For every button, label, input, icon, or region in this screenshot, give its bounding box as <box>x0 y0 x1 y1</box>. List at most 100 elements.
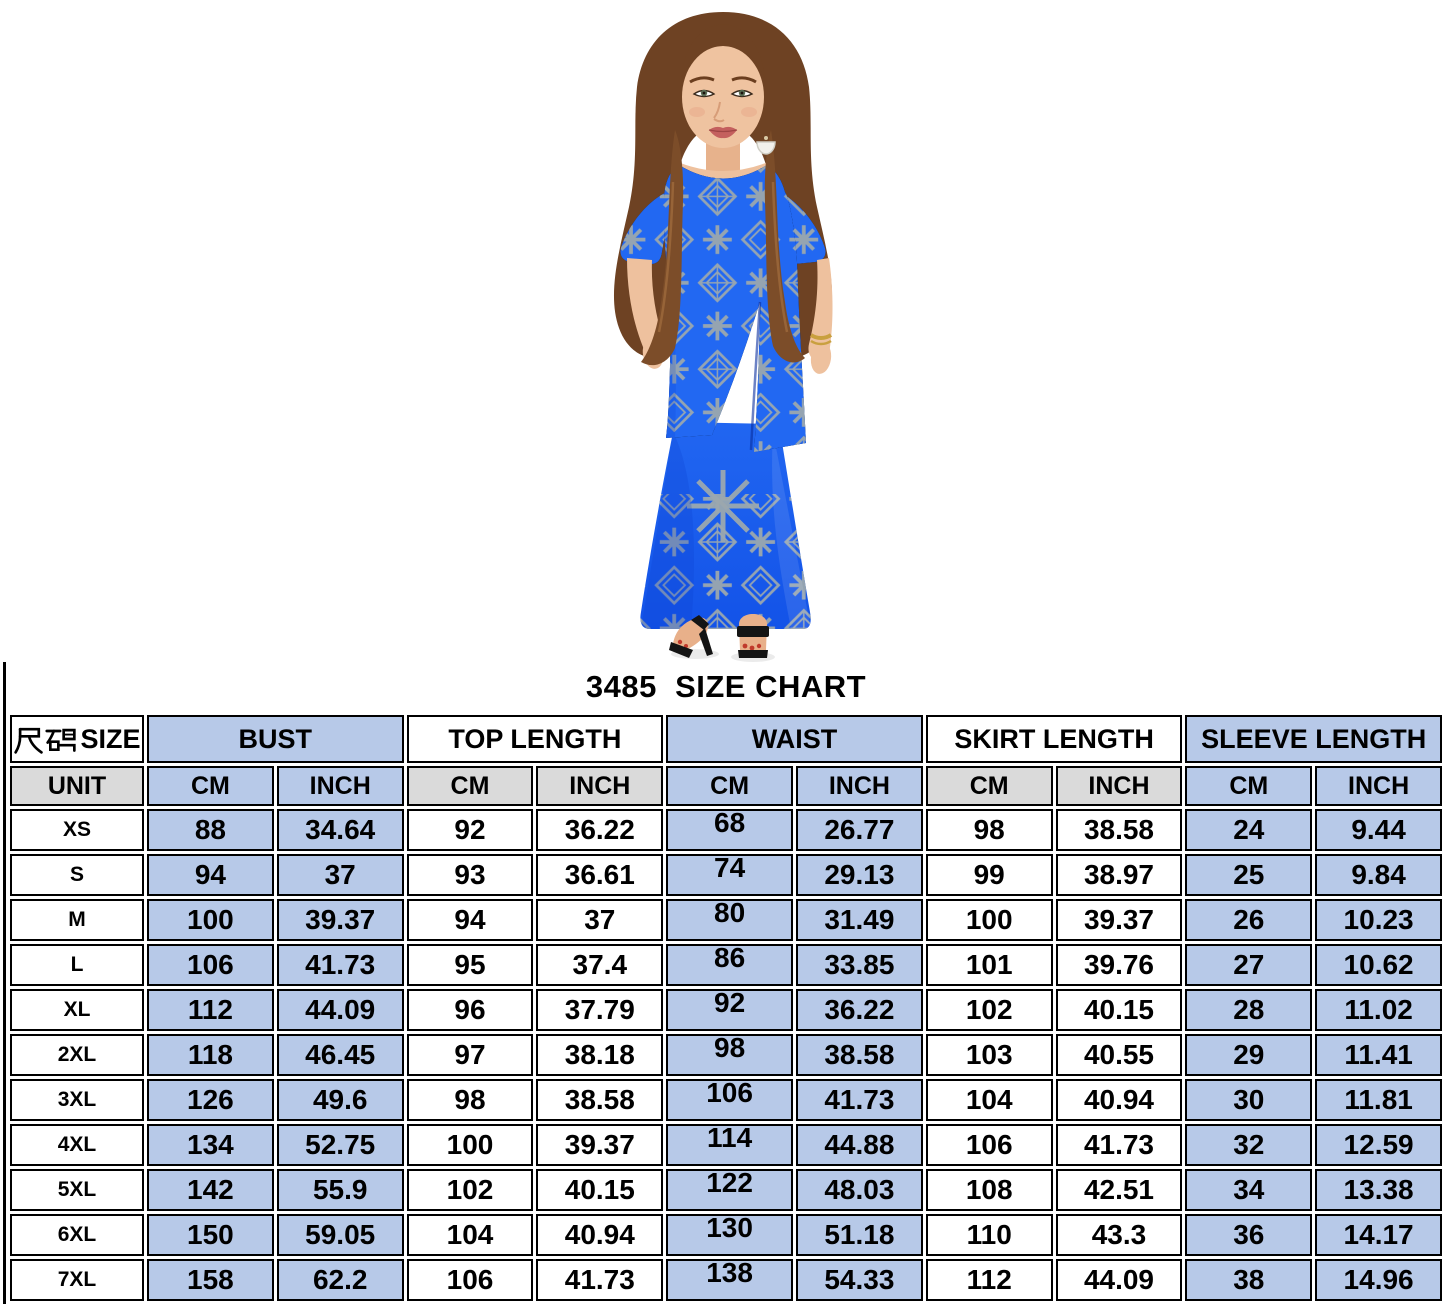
value-cell: 38.97 <box>1055 854 1183 896</box>
unit-header-row: UNIT CM INCH CM INCH CM INCH CM INCH CM … <box>10 766 1442 806</box>
size-cell: 2XL <box>10 1034 144 1076</box>
value-cell: 98 <box>925 809 1053 851</box>
value-cell: 80 <box>666 899 793 941</box>
value-cell: 52.75 <box>276 1124 404 1166</box>
value-cell: 112 <box>147 989 274 1031</box>
value-cell: 126 <box>147 1079 274 1121</box>
unit-cell: INCH <box>536 766 664 806</box>
value-cell: 31.49 <box>795 899 923 941</box>
value-cell: 92 <box>666 989 793 1031</box>
size-chart-table: SIZE BUST TOP LENGTH WAIST SKIRT LENGTH … <box>7 712 1445 1304</box>
value-cell: 100 <box>925 899 1053 941</box>
table-row: 7XL 158 62.2 106 41.73 138 54.33 112 44.09 38 14.9… <box>10 1259 1442 1301</box>
value-cell: 108 <box>925 1169 1053 1211</box>
value-cell: 28 <box>1185 989 1313 1031</box>
model-photo <box>613 12 833 662</box>
value-cell: 11.81 <box>1315 1079 1442 1121</box>
value-cell: 54.33 <box>795 1259 923 1301</box>
size-cell: 6XL <box>10 1214 144 1256</box>
value-cell: 142 <box>147 1169 274 1211</box>
size-group-header: SIZE <box>10 715 144 763</box>
value-cell: 96 <box>406 989 534 1031</box>
value-cell: 106 <box>406 1259 534 1301</box>
unit-cell: INCH <box>795 766 923 806</box>
value-cell: 74 <box>666 854 793 896</box>
value-cell: 102 <box>406 1169 534 1211</box>
value-cell: 93 <box>406 854 534 896</box>
value-cell: 37 <box>276 854 404 896</box>
value-cell: 102 <box>925 989 1053 1031</box>
value-cell: 36.61 <box>536 854 664 896</box>
value-cell: 114 <box>666 1124 793 1166</box>
value-cell: 9.84 <box>1315 854 1442 896</box>
unit-cell: CM <box>147 766 274 806</box>
value-cell: 11.41 <box>1315 1034 1442 1076</box>
table-row: M 100 39.37 94 37 80 31.49 100 39.37 26 10.23 <box>10 899 1442 941</box>
value-cell: 38.58 <box>1055 809 1183 851</box>
value-cell: 118 <box>147 1034 274 1076</box>
value-cell: 39.37 <box>1055 899 1183 941</box>
value-cell: 37.79 <box>536 989 664 1031</box>
size-cell: 7XL <box>10 1259 144 1301</box>
value-cell: 13.38 <box>1315 1169 1442 1211</box>
bracelet <box>809 333 833 346</box>
unit-cell: CM <box>406 766 534 806</box>
value-cell: 97 <box>406 1034 534 1076</box>
value-cell: 30 <box>1185 1079 1313 1121</box>
unit-cell: UNIT <box>10 766 144 806</box>
table-row: XL 112 44.09 96 37.79 92 36.22 102 40.15 28 11.02 <box>10 989 1442 1031</box>
value-cell: 104 <box>406 1214 534 1256</box>
size-chart-sheet: 3485 SIZE CHART <box>3 662 1445 1304</box>
value-cell: 106 <box>925 1124 1053 1166</box>
size-cell: XS <box>10 809 144 851</box>
value-cell: 37 <box>536 899 664 941</box>
table-row: 2XL 118 46.45 97 38.18 98 38.58 103 40.55 29 11.41 <box>10 1034 1442 1076</box>
value-cell: 38 <box>1185 1259 1313 1301</box>
value-cell: 40.94 <box>1055 1079 1183 1121</box>
value-cell: 104 <box>925 1079 1053 1121</box>
table-row: XS 88 34.64 92 36.22 68 26.77 98 38.58 24 9.44 <box>10 809 1442 851</box>
value-cell: 106 <box>147 944 274 986</box>
value-cell: 27 <box>1185 944 1313 986</box>
value-cell: 92 <box>406 809 534 851</box>
value-cell: 33.85 <box>795 944 923 986</box>
table-row: 6XL 150 59.05 104 40.94 130 51.18 110 43.3 36 14.1… <box>10 1214 1442 1256</box>
value-cell: 40.15 <box>536 1169 664 1211</box>
value-cell: 98 <box>406 1079 534 1121</box>
value-cell: 94 <box>406 899 534 941</box>
value-cell: 103 <box>925 1034 1053 1076</box>
value-cell: 59.05 <box>276 1214 404 1256</box>
value-cell: 158 <box>147 1259 274 1301</box>
value-cell: 9.44 <box>1315 809 1442 851</box>
value-cell: 44.09 <box>1055 1259 1183 1301</box>
value-cell: 29.13 <box>795 854 923 896</box>
size-cell: L <box>10 944 144 986</box>
value-cell: 38.58 <box>795 1034 923 1076</box>
value-cell: 10.23 <box>1315 899 1442 941</box>
value-cell: 34 <box>1185 1169 1313 1211</box>
value-cell: 68 <box>666 809 793 851</box>
value-cell: 48.03 <box>795 1169 923 1211</box>
value-cell: 40.15 <box>1055 989 1183 1031</box>
value-cell: 86 <box>666 944 793 986</box>
value-cell: 41.73 <box>795 1079 923 1121</box>
value-cell: 130 <box>666 1214 793 1256</box>
value-cell: 150 <box>147 1214 274 1256</box>
unit-cell: CM <box>925 766 1053 806</box>
value-cell: 32 <box>1185 1124 1313 1166</box>
value-cell: 122 <box>666 1169 793 1211</box>
value-cell: 100 <box>406 1124 534 1166</box>
value-cell: 55.9 <box>276 1169 404 1211</box>
cjk-size-glyphs <box>14 727 77 754</box>
earring <box>756 136 776 155</box>
value-cell: 25 <box>1185 854 1313 896</box>
value-cell: 39.76 <box>1055 944 1183 986</box>
size-group-label: SIZE <box>80 724 141 754</box>
skirt <box>640 422 811 629</box>
unit-cell: INCH <box>1315 766 1442 806</box>
value-cell: 138 <box>666 1259 793 1301</box>
value-cell: 100 <box>147 899 274 941</box>
value-cell: 88 <box>147 809 274 851</box>
size-cell: 4XL <box>10 1124 144 1166</box>
value-cell: 94 <box>147 854 274 896</box>
